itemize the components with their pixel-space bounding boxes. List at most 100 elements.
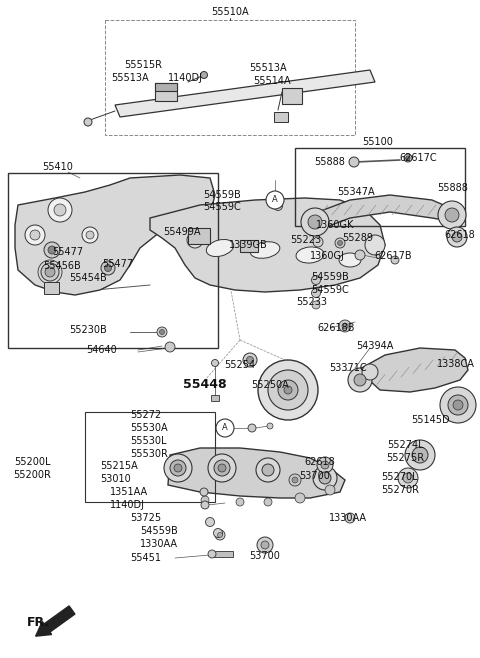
Circle shape xyxy=(312,276,321,284)
Circle shape xyxy=(200,488,208,496)
Text: 55513A: 55513A xyxy=(249,63,287,73)
Text: 54559C: 54559C xyxy=(311,285,349,295)
Circle shape xyxy=(41,263,59,281)
Circle shape xyxy=(365,235,385,255)
Text: 55233: 55233 xyxy=(297,297,327,307)
Circle shape xyxy=(86,231,94,239)
Circle shape xyxy=(325,485,335,495)
Text: 55451: 55451 xyxy=(130,553,161,563)
Circle shape xyxy=(345,513,355,523)
Polygon shape xyxy=(115,70,375,117)
Circle shape xyxy=(248,424,256,432)
Bar xyxy=(155,83,177,91)
Circle shape xyxy=(201,72,207,78)
Ellipse shape xyxy=(206,240,234,257)
Text: 55347A: 55347A xyxy=(337,187,375,197)
Circle shape xyxy=(216,419,234,437)
Text: 55477: 55477 xyxy=(52,247,84,257)
Circle shape xyxy=(48,198,72,222)
Circle shape xyxy=(25,225,45,245)
Circle shape xyxy=(403,473,413,483)
Text: 53700: 53700 xyxy=(300,471,330,481)
Circle shape xyxy=(335,238,345,248)
Text: 1330AA: 1330AA xyxy=(329,513,367,523)
Circle shape xyxy=(452,232,462,242)
Text: 55515R: 55515R xyxy=(124,60,162,70)
Text: 54559C: 54559C xyxy=(203,202,241,212)
Text: 62618: 62618 xyxy=(305,457,336,467)
Circle shape xyxy=(101,261,115,275)
Text: 55477: 55477 xyxy=(102,259,133,269)
Circle shape xyxy=(165,342,175,352)
Circle shape xyxy=(170,460,186,476)
Text: 1140DJ: 1140DJ xyxy=(168,73,203,83)
Text: 1339GB: 1339GB xyxy=(228,240,267,250)
Circle shape xyxy=(295,493,305,503)
Circle shape xyxy=(262,464,274,476)
Bar xyxy=(295,148,465,226)
Bar xyxy=(282,88,302,104)
Bar xyxy=(8,173,218,348)
Text: 55254: 55254 xyxy=(225,360,255,370)
Circle shape xyxy=(406,156,410,160)
Bar xyxy=(211,395,219,401)
Circle shape xyxy=(105,265,111,272)
Text: 55410: 55410 xyxy=(43,162,73,172)
Circle shape xyxy=(349,157,359,167)
Circle shape xyxy=(342,323,348,329)
Text: 1338CA: 1338CA xyxy=(437,359,475,369)
Circle shape xyxy=(159,330,165,334)
Circle shape xyxy=(274,201,283,211)
Circle shape xyxy=(218,464,226,472)
Circle shape xyxy=(362,364,378,380)
Text: 62618B: 62618B xyxy=(317,323,355,333)
Circle shape xyxy=(54,204,66,216)
Text: 55223: 55223 xyxy=(290,235,322,245)
Polygon shape xyxy=(358,348,468,392)
Polygon shape xyxy=(310,195,455,230)
Circle shape xyxy=(174,464,182,472)
Text: 1330AA: 1330AA xyxy=(140,539,178,549)
Circle shape xyxy=(84,118,92,126)
Circle shape xyxy=(264,498,272,506)
Text: 1140DJ: 1140DJ xyxy=(110,500,145,510)
Circle shape xyxy=(201,501,209,509)
Circle shape xyxy=(268,370,308,410)
Text: 55499A: 55499A xyxy=(163,227,201,237)
Ellipse shape xyxy=(250,241,280,259)
Bar xyxy=(188,228,210,244)
Bar xyxy=(213,551,233,557)
Text: 54559B: 54559B xyxy=(140,526,178,536)
Text: 55530A: 55530A xyxy=(130,423,168,433)
Circle shape xyxy=(208,454,236,482)
Text: 53371C: 53371C xyxy=(329,363,367,373)
Text: 54559B: 54559B xyxy=(311,272,349,282)
Circle shape xyxy=(440,387,476,423)
Circle shape xyxy=(321,461,329,469)
Text: 53725: 53725 xyxy=(130,513,161,523)
Circle shape xyxy=(217,532,223,538)
Circle shape xyxy=(208,550,216,558)
Circle shape xyxy=(257,537,273,553)
Circle shape xyxy=(267,423,273,429)
Bar xyxy=(155,83,177,101)
Circle shape xyxy=(164,454,192,482)
Circle shape xyxy=(187,232,203,248)
Circle shape xyxy=(312,301,320,309)
Text: 62617B: 62617B xyxy=(374,251,412,261)
Text: 55275R: 55275R xyxy=(386,453,424,463)
Circle shape xyxy=(284,386,292,394)
Circle shape xyxy=(412,447,428,463)
Circle shape xyxy=(205,517,215,526)
Circle shape xyxy=(30,230,40,240)
Circle shape xyxy=(256,458,280,482)
Ellipse shape xyxy=(296,247,324,263)
Circle shape xyxy=(44,242,60,258)
Circle shape xyxy=(258,360,318,420)
Circle shape xyxy=(261,541,269,549)
Circle shape xyxy=(404,154,412,162)
Text: A: A xyxy=(272,195,278,205)
Text: 53700: 53700 xyxy=(250,551,280,561)
Circle shape xyxy=(214,528,223,538)
Circle shape xyxy=(448,395,468,415)
